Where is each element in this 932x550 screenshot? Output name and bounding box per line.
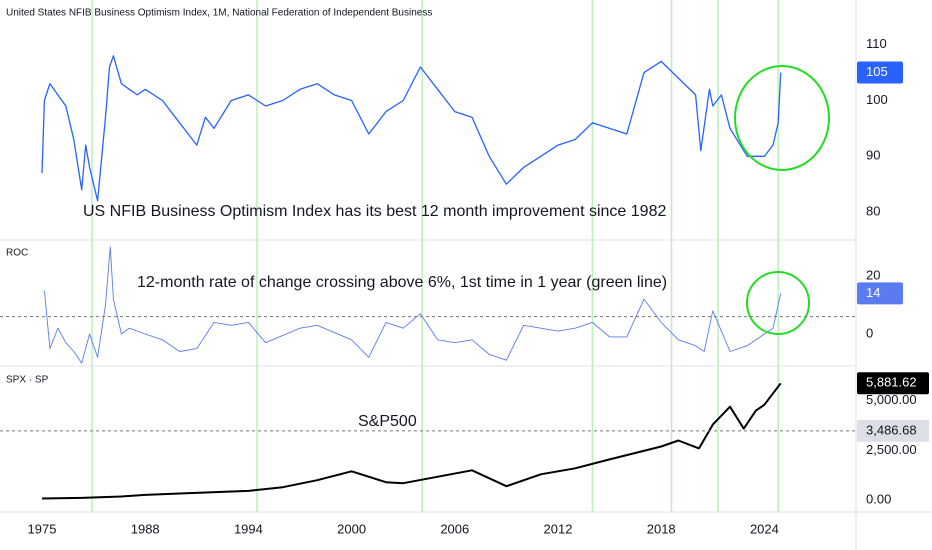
annotation: S&P500 <box>358 413 417 430</box>
annotation: 12-month rate of change crossing above 6… <box>137 274 667 291</box>
x-tick-label: 1994 <box>234 521 263 536</box>
highlight-circle <box>746 271 810 335</box>
highlights <box>91 0 779 512</box>
annotation: US NFIB Business Optimism Index has its … <box>83 203 666 220</box>
x-tick-label: 1988 <box>131 521 160 536</box>
price-label: 5,881.62 <box>866 375 917 390</box>
y-tick-label: 90 <box>866 148 880 163</box>
marks <box>41 55 782 500</box>
x-tick-label: 2006 <box>440 521 469 536</box>
y-tick-label: 0 <box>866 325 873 340</box>
series-line <box>41 382 782 500</box>
price-label-box <box>857 282 903 305</box>
series-line <box>41 55 782 202</box>
y-tick-label: 5,000.00 <box>866 392 917 407</box>
price-label-box <box>857 372 929 395</box>
series-line <box>43 246 782 364</box>
price-label: 14 <box>866 285 880 300</box>
y-tick-label: 100 <box>866 92 888 107</box>
highlight-circle <box>734 65 830 171</box>
price-label-box <box>857 419 929 442</box>
y-tick-label: 2,500.00 <box>866 442 917 457</box>
y-tick-label: 80 <box>866 204 880 219</box>
chart-title: United States NFIB Business Optimism Ind… <box>6 8 432 19</box>
x-tick-label: 1975 <box>28 521 57 536</box>
price-label: 3,486.68 <box>866 422 917 437</box>
x-tick-label: 2012 <box>544 521 573 536</box>
price-label: 105 <box>866 64 888 79</box>
price-label-box <box>857 61 903 84</box>
pane-title: SPX · SP <box>6 375 49 386</box>
x-tick-label: 2024 <box>750 521 779 536</box>
pane-title: ROC <box>6 248 28 259</box>
y-tick-label: 20 <box>866 267 880 282</box>
y-tick-label: 110 <box>866 36 887 51</box>
x-tick-label: 2018 <box>647 521 676 536</box>
y-tick-label: 0.00 <box>866 492 891 507</box>
x-tick-label: 2000 <box>337 521 366 536</box>
